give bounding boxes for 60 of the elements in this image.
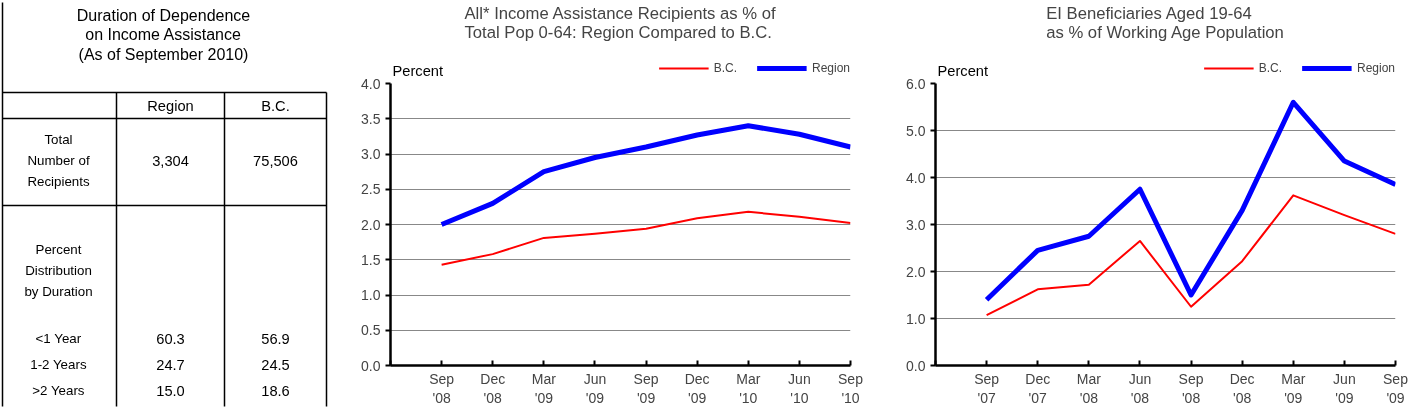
chart-title: All* Income Assistance Recipients as % of Total Pop 0-64: Region Compared to B.C. (464, 3, 776, 42)
y-tick-label: 1.0 (906, 310, 926, 327)
text: Total Number of Recipients (27, 132, 90, 189)
x-tick-label: Sep '07 (974, 370, 1000, 406)
y-tick-label: 5.0 (906, 122, 926, 139)
y-tick-label: 4.0 (906, 169, 926, 186)
text: B.C. (261, 97, 290, 114)
text: 18.6 (261, 382, 290, 399)
text: 24.5 (261, 356, 290, 373)
text: Percent Distribution by Duration (24, 242, 93, 299)
x-tick-label: Sep '08 (1178, 370, 1204, 406)
x-tick-label: Dec '09 (684, 370, 710, 406)
line-series (440, 210, 851, 266)
y-tick-label: 1.0 (361, 287, 381, 303)
text: 15.0 (156, 382, 185, 399)
x-tick-label: Dec '08 (1229, 370, 1255, 406)
x-tick-label: Mar '08 (1076, 370, 1102, 406)
text: 56.9 (261, 330, 290, 347)
legend-label: Region (1356, 61, 1395, 75)
y-tick-label: 2.0 (906, 263, 926, 280)
text: Duration of Dependence on Income Assistance (As of September 2010) (76, 6, 251, 63)
x-tick-label: Jun '09 (583, 370, 607, 406)
text: 3,304 (152, 152, 189, 169)
chart-title: EI Beneficiaries Aged 19-64 as % of Working Age Population (1046, 3, 1284, 42)
text: <1 Year (35, 331, 82, 346)
y-tick-label: 0.5 (361, 322, 381, 339)
y-axis-title: Percent (392, 62, 444, 79)
legend-label: Region (811, 61, 850, 75)
text: 60.3 (156, 330, 185, 347)
x-tick-label: Dec '07 (1025, 370, 1051, 406)
x-tick-label: Sep '09 (633, 370, 659, 406)
y-tick-label: 3.0 (361, 146, 381, 162)
y-tick-label: 3.5 (361, 110, 381, 127)
x-tick-label: Sep '10 (838, 370, 864, 406)
x-tick-label: Sep '09 (1383, 370, 1409, 406)
line-series (985, 194, 1396, 317)
text: >2 Years (32, 383, 85, 398)
legend-label: B.C. (1258, 61, 1282, 75)
y-tick-label: 1.5 (361, 251, 381, 268)
y-axis-title: Percent (937, 62, 989, 79)
legend-label: B.C. (713, 61, 737, 75)
y-tick-label: 2.5 (361, 181, 381, 198)
x-tick-label: Dec '08 (480, 370, 506, 406)
y-tick-label: 2.0 (361, 216, 381, 233)
y-tick-label: 4.0 (361, 75, 381, 92)
x-tick-label: Jun '10 (788, 370, 811, 406)
text: 1-2 Years (30, 357, 87, 372)
x-tick-label: Sep '08 (429, 370, 455, 406)
x-tick-label: Mar '09 (1281, 370, 1306, 406)
y-tick-label: 6.0 (906, 75, 926, 92)
y-tick-label: 0.0 (906, 357, 926, 374)
text: 24.7 (156, 356, 185, 373)
x-tick-label: Mar '10 (736, 370, 761, 406)
text: Region (147, 97, 194, 114)
x-tick-label: Mar '09 (531, 370, 557, 406)
x-tick-label: Jun '09 (1333, 370, 1356, 406)
text: 75,506 (253, 152, 298, 169)
y-tick-label: 3.0 (906, 216, 926, 233)
y-tick-label: 0.0 (361, 357, 381, 374)
x-tick-label: Jun '08 (1128, 370, 1152, 406)
